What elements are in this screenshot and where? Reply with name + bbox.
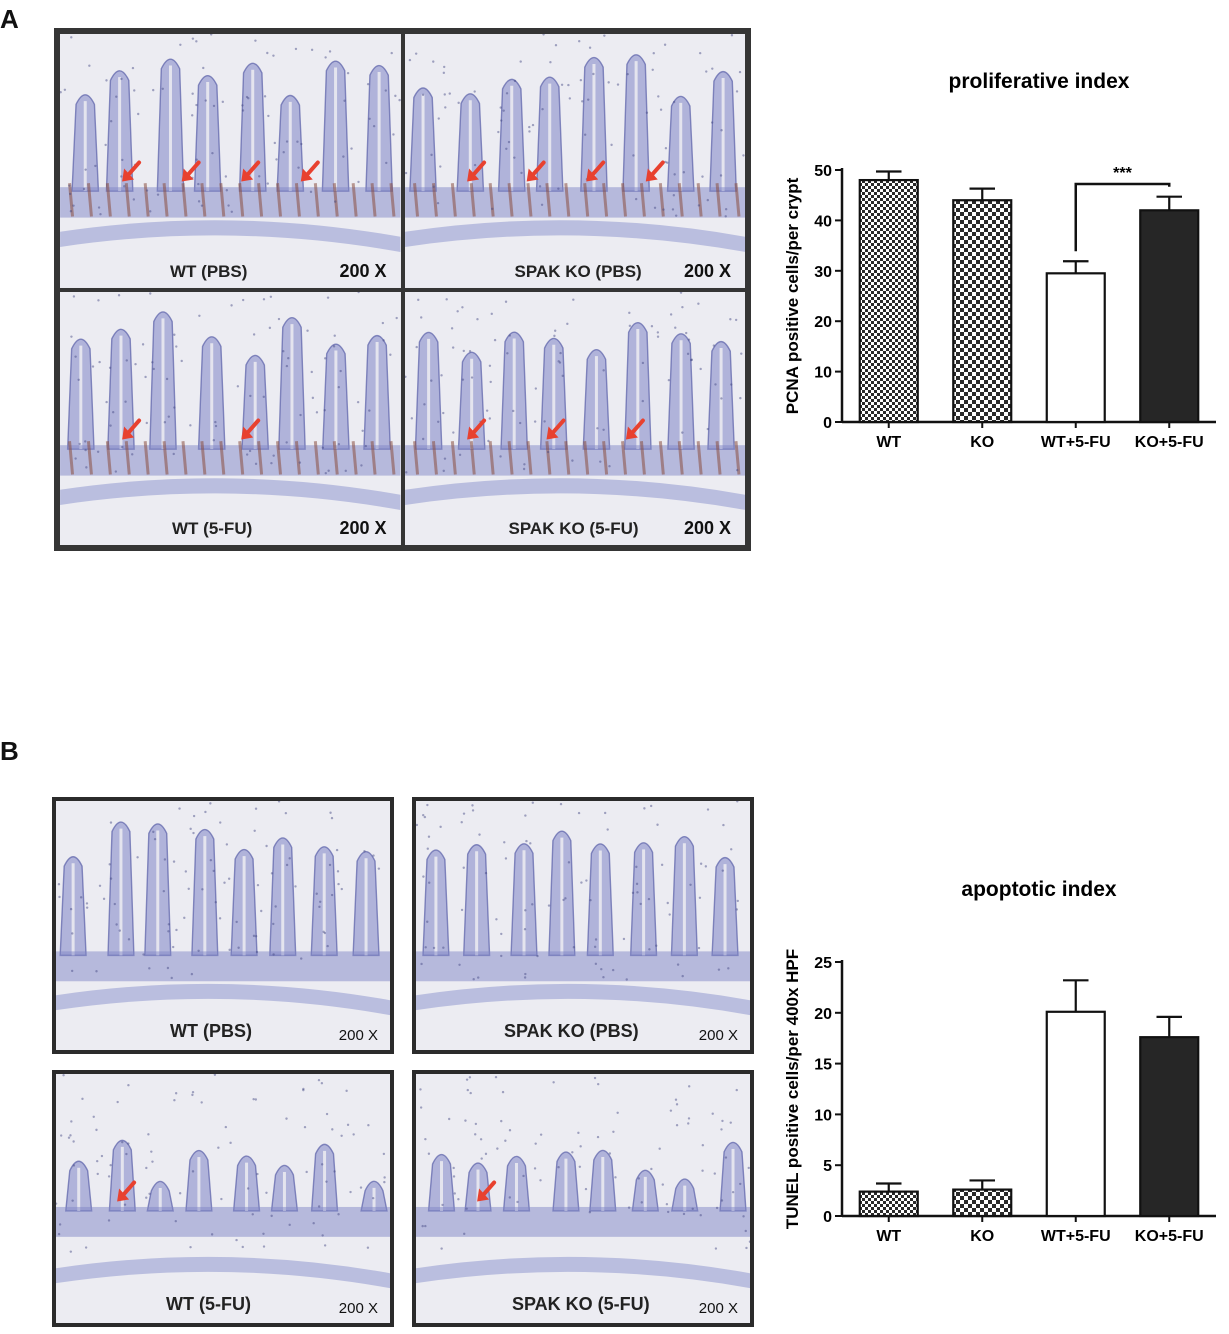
bar <box>858 1190 919 1218</box>
magnification-label: 200 X <box>698 1027 738 1044</box>
micrograph-label: SPAK KO (5-FU) <box>508 519 639 538</box>
bar <box>1045 1010 1106 1218</box>
magnification-label: 200 X <box>339 260 387 281</box>
x-tick-label: KO <box>970 1228 994 1245</box>
y-tick-label: 15 <box>814 1057 832 1074</box>
micrograph: WT (PBS) 200 X <box>52 797 394 1054</box>
micrograph-label: SPAK KO (5-FU) <box>512 1294 650 1314</box>
chart-apoptotic: apoptotic index 0 5 10 15 20 25 TUNEL positive … <box>760 868 1220 1288</box>
y-axis-label: TUNEL positive cells/per 400x HPF <box>783 949 802 1229</box>
y-tick-label: 20 <box>814 314 832 331</box>
chart-title: apoptotic index <box>961 878 1116 901</box>
bar <box>952 199 1013 424</box>
micrograph-label: WT (5-FU) <box>172 519 253 538</box>
x-tick-label: KO+5-FU <box>1135 434 1204 451</box>
bar <box>952 1188 1013 1218</box>
bar <box>1139 1036 1200 1218</box>
tissue-image <box>416 801 750 1050</box>
tissue-image <box>404 34 745 288</box>
chart-svg: proliferative index 0 10 20 30 40 50 PCNA posit… <box>783 70 1216 451</box>
x-tick-label: WT+5-FU <box>1041 434 1111 451</box>
magnification-label: 200 X <box>698 1300 738 1317</box>
y-axis-label: PCNA positive cells/per crypt <box>783 177 802 414</box>
micrograph-label: SPAK KO (PBS) <box>514 261 642 281</box>
magnification-label: 200 X <box>338 1027 378 1044</box>
magnification-label: 200 X <box>683 518 731 538</box>
panel-label-b: B <box>0 736 19 766</box>
chart-title: proliferative index <box>949 70 1130 93</box>
tissue-image <box>416 1074 750 1323</box>
histology-grid-a: WT (PBS) 200 X SPAK KO (PBS) 200 X WT (5… <box>54 28 751 551</box>
micrograph: SPAK KO (5-FU) 200 X <box>412 1070 754 1327</box>
tissue-image <box>56 801 390 1050</box>
micrograph-label: WT (PBS) <box>170 1021 252 1041</box>
micrograph: WT (5-FU) 200 X <box>52 1070 394 1327</box>
tissue-image <box>404 291 745 545</box>
tissue-image <box>60 291 401 545</box>
chart-proliferative: proliferative index 0 10 20 30 40 50 PCNA posit… <box>760 60 1220 470</box>
micrograph: SPAK KO (5-FU) 200 X <box>404 291 745 545</box>
histology-grid-b: WT (PBS) 200 X SPAK KO (PBS) 200 X WT (5… <box>52 797 754 1327</box>
y-tick-label: 0 <box>823 1209 832 1226</box>
tissue-image <box>60 34 401 288</box>
x-tick-label: WT <box>876 434 901 451</box>
micrograph-label: WT (PBS) <box>170 261 248 281</box>
micrograph: SPAK KO (PBS) 200 X <box>412 797 754 1054</box>
x-tick-label: KO+5-FU <box>1135 1228 1204 1245</box>
x-tick-label: KO <box>970 434 994 451</box>
micrograph: WT (5-FU) 200 X <box>60 291 401 545</box>
y-tick-label: 0 <box>823 415 832 432</box>
y-tick-label: 10 <box>814 365 832 382</box>
y-tick-label: 10 <box>814 1107 832 1124</box>
micrograph: WT (PBS) 200 X <box>60 34 401 288</box>
micrograph-label: WT (5-FU) <box>166 1294 251 1314</box>
bar <box>1139 209 1200 424</box>
y-tick-label: 40 <box>814 213 832 230</box>
magnification-label: 200 X <box>338 1300 378 1317</box>
magnification-label: 200 X <box>339 518 387 538</box>
x-tick-label: WT <box>876 1228 901 1245</box>
y-tick-label: 25 <box>814 955 832 972</box>
y-tick-label: 50 <box>814 163 832 180</box>
micrograph: SPAK KO (PBS) 200 X <box>404 34 745 288</box>
x-tick-label: WT+5-FU <box>1041 1228 1111 1245</box>
y-tick-label: 30 <box>814 264 832 281</box>
micrograph-label: SPAK KO (PBS) <box>504 1021 639 1041</box>
bar <box>858 178 919 424</box>
magnification-label: 200 X <box>683 260 731 281</box>
y-tick-label: 20 <box>814 1006 832 1023</box>
significance-bracket <box>1074 182 1171 252</box>
chart-svg: apoptotic index 0 5 10 15 20 25 TUNEL positive … <box>783 878 1216 1245</box>
panel-label-a: A <box>0 4 19 34</box>
tissue-image <box>56 1074 390 1323</box>
bar <box>1045 272 1106 424</box>
y-tick-label: 5 <box>823 1158 832 1175</box>
significance-label: *** <box>1113 165 1132 182</box>
